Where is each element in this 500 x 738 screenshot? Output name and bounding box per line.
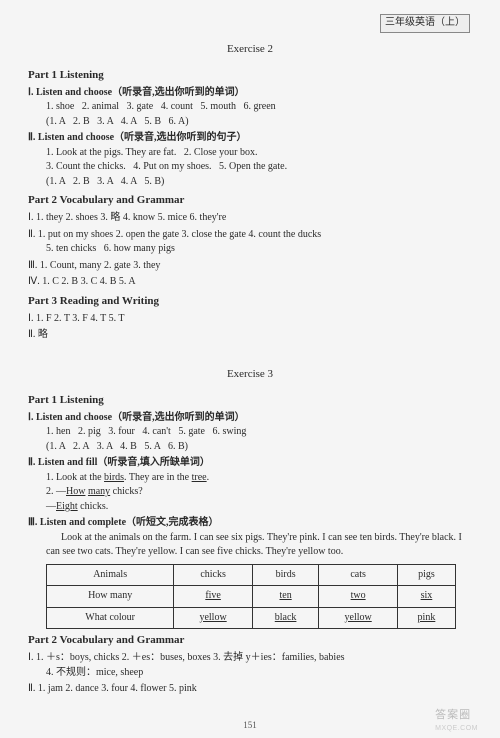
header-subject: 三年级英语（上）: [380, 14, 470, 33]
txt: 2. —: [46, 486, 66, 497]
blank: yellow: [345, 612, 372, 623]
ex3-p1-s2-head: Ⅱ. Listen and fill（听录音,填入所缺单词）: [28, 456, 472, 471]
ex3-p1-s2-l2: 2. —How many chicks?: [46, 485, 472, 500]
exercise-3-title: Exercise 3: [28, 367, 472, 383]
cell: two: [319, 586, 398, 608]
txt: . They are in the: [124, 472, 192, 483]
ex2-p2-s2a: Ⅱ. 1. put on my shoes 2. open the gate 3…: [28, 228, 472, 243]
watermark-text: 答案圈: [435, 709, 471, 721]
blank-how: How: [66, 486, 85, 497]
ex2-p1-s2-l2: 3. Count the chicks. 4. Put on my shoes.…: [46, 160, 472, 175]
cell: black: [252, 607, 318, 629]
blank: five: [205, 590, 221, 601]
ex2-p1-s1-items: 1. shoe 2. animal 3. gate 4. count 5. mo…: [46, 100, 472, 115]
ex2-p1-s2-head: Ⅱ. Listen and choose（听录音,选出你听到的句子）: [28, 131, 472, 146]
cell: five: [174, 586, 253, 608]
ex3-part1-title: Part 1 Listening: [28, 393, 472, 409]
cell: pigs: [397, 564, 455, 586]
cell: yellow: [319, 607, 398, 629]
ex2-p2-s3: Ⅲ. 1. Count, many 2. gate 3. they: [28, 259, 472, 274]
txt: —: [46, 501, 56, 512]
watermark-url: MXQE.COM: [435, 724, 478, 734]
txt: 1. Look at the: [46, 472, 104, 483]
ex2-p3-s1: Ⅰ. 1. F 2. T 3. F 4. T 5. T: [28, 312, 472, 327]
table-row: How many five ten two six: [47, 586, 456, 608]
ex3-p2-s1b: 4. 不规则：mice, sheep: [46, 666, 472, 681]
ex2-p1-s1-head: Ⅰ. Listen and choose（听录音,选出你听到的单词）: [28, 86, 472, 101]
ex3-p1-s3-head: Ⅲ. Listen and complete（听短文,完成表格）: [28, 516, 472, 531]
txt: chicks?: [110, 486, 143, 497]
cell-colour: What colour: [47, 607, 174, 629]
ex2-p1-s1-answers: (1. A 2. B 3. A 4. A 5. B 6. A): [46, 115, 472, 130]
ex2-part2-title: Part 2 Vocabulary and Grammar: [28, 193, 472, 209]
blank: ten: [279, 590, 291, 601]
cell: yellow: [174, 607, 253, 629]
farm-table: Animals chicks birds cats pigs How many …: [46, 564, 456, 630]
ex2-p2-s1: Ⅰ. 1. they 2. shoes 3. 略 4. know 5. mice…: [28, 211, 472, 226]
cell: six: [397, 586, 455, 608]
ex3-p1-s3-para: Look at the animals on the farm. I can s…: [46, 531, 472, 560]
blank: yellow: [199, 612, 226, 623]
ex3-p1-s1-items: 1. hen 2. pig 3. four 4. can't 5. gate 6…: [46, 425, 472, 440]
cell: ten: [252, 586, 318, 608]
ex3-p2-s2: Ⅱ. 1. jam 2. dance 3. four 4. flower 5. …: [28, 682, 472, 697]
cell: pink: [397, 607, 455, 629]
ex2-p1-s2-l1: 1. Look at the pigs. They are fat. 2. Cl…: [46, 146, 472, 161]
ex2-p1-s2-answers: (1. A 2. B 3. A 4. A 5. B): [46, 175, 472, 190]
blank-many: many: [88, 486, 110, 497]
ex3-p1-s1-head: Ⅰ. Listen and choose（听录音,选出你听到的单词）: [28, 411, 472, 426]
cell: cats: [319, 564, 398, 586]
blank-birds: birds: [104, 472, 124, 483]
ex2-part1-title: Part 1 Listening: [28, 68, 472, 84]
cell: chicks: [174, 564, 253, 586]
ex3-p2-s1: Ⅰ. 1. ＋s：boys, chicks 2. ＋es：buses, boxe…: [28, 651, 472, 666]
table-row: What colour yellow black yellow pink: [47, 607, 456, 629]
table-row: Animals chicks birds cats pigs: [47, 564, 456, 586]
cell-howmany: How many: [47, 586, 174, 608]
blank: six: [421, 590, 433, 601]
ex2-p3-s2: Ⅱ. 略: [28, 328, 472, 343]
watermark: 答案圈 MXQE.COM: [435, 708, 478, 734]
ex3-part2-title: Part 2 Vocabulary and Grammar: [28, 633, 472, 649]
ex3-p1-s2-l1: 1. Look at the birds. They are in the tr…: [46, 471, 472, 486]
ex3-p1-s1-answers: (1. A 2. A 3. A 4. B 5. A 6. B): [46, 440, 472, 455]
ex2-p2-s2b: 5. ten chicks 6. how many pigs: [46, 242, 472, 257]
cell: birds: [252, 564, 318, 586]
blank-eight: Eight: [56, 501, 78, 512]
blank: two: [351, 590, 366, 601]
ex2-part3-title: Part 3 Reading and Writing: [28, 294, 472, 310]
cell-animals: Animals: [47, 564, 174, 586]
ex3-p1-s2-l3: —Eight chicks.: [46, 500, 472, 515]
ex2-p2-s4: Ⅳ. 1. C 2. B 3. C 4. B 5. A: [28, 275, 472, 290]
page-number: 151: [0, 719, 500, 732]
blank: pink: [418, 612, 436, 623]
exercise-2-title: Exercise 2: [28, 42, 472, 58]
txt: chicks.: [78, 501, 109, 512]
txt: .: [207, 472, 210, 483]
blank: black: [275, 612, 297, 623]
blank-tree: tree: [192, 472, 207, 483]
